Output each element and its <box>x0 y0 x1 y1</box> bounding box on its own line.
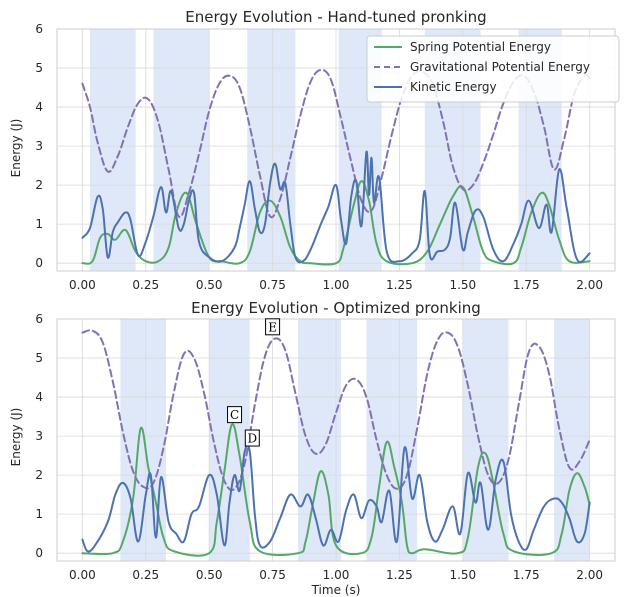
x-tick-label: 0.25 <box>132 278 159 292</box>
y-tick-label: 4 <box>35 100 43 114</box>
chart-title-optimized: Energy Evolution - Optimized pronking <box>191 299 481 317</box>
stance-region <box>554 319 590 561</box>
y-tick-label: 3 <box>35 429 43 443</box>
y-tick-label: 5 <box>35 61 43 75</box>
stance-region <box>297 319 342 561</box>
annotation-label: C <box>230 408 239 422</box>
x-tick-label: 0.75 <box>259 278 286 292</box>
y-tick-label: 0 <box>35 256 43 270</box>
x-tick-label: 2.00 <box>576 568 603 582</box>
annotation-box <box>244 429 260 447</box>
panel-optimized: Energy Evolution - Optimized pronking 0.… <box>9 299 616 597</box>
x-tick-label: 0.25 <box>132 568 159 582</box>
x-tick-label: 0.50 <box>196 568 223 582</box>
x-tick-label: 1.25 <box>386 278 413 292</box>
y-tick-label: 5 <box>35 351 43 365</box>
x-tick-label: 1.50 <box>449 278 476 292</box>
x-tick-label: 0.50 <box>196 278 223 292</box>
annotation-label: D <box>247 432 257 446</box>
x-axis-label: Time (s) <box>311 583 361 597</box>
x-tick-label: 1.00 <box>323 278 350 292</box>
x-tick-label: 2.00 <box>576 278 603 292</box>
x-tick-label: 1.00 <box>323 568 350 582</box>
x-tick-label: 1.75 <box>513 278 540 292</box>
y-tick-label: 1 <box>35 217 43 231</box>
x-tick-label: 0.00 <box>69 568 96 582</box>
series-line-kinetic <box>81 150 591 264</box>
annotation-box <box>265 318 281 336</box>
panel-hand-tuned: Energy Evolution - Hand-tuned pronking 0… <box>9 8 620 292</box>
chart-title-hand-tuned: Energy Evolution - Hand-tuned pronking <box>185 8 486 26</box>
y-tick-label: 2 <box>35 178 43 192</box>
y-axis-label-optimized: Energy (J) <box>9 408 23 467</box>
x-tick-label: 0.75 <box>259 568 286 582</box>
y-tick-label: 2 <box>35 468 43 482</box>
legend-label-gravitational: Gravitational Potential Energy <box>410 60 590 74</box>
x-tick-label: 1.25 <box>386 568 413 582</box>
y-tick-label: 1 <box>35 507 43 521</box>
annotation-label: E <box>268 320 277 334</box>
x-tick-label: 0.00 <box>69 278 96 292</box>
plot-frame <box>56 318 616 562</box>
y-tick-label: 3 <box>35 139 43 153</box>
series-line-spring <box>81 180 591 266</box>
legend-label-spring: Spring Potential Energy <box>410 40 551 54</box>
legend-box <box>366 35 620 103</box>
y-tick-label: 6 <box>35 312 43 326</box>
series-line-spring <box>81 423 591 557</box>
y-axis-label-hand-tuned: Energy (J) <box>9 119 23 178</box>
annotation-box <box>227 406 243 424</box>
x-tick-label: 1.50 <box>449 568 476 582</box>
x-tick-label: 1.75 <box>513 568 540 582</box>
series-line-kinetic <box>81 443 591 553</box>
legend: Spring Potential Energy Gravitational Po… <box>366 35 620 103</box>
y-tick-label: 0 <box>35 546 43 560</box>
legend-label-kinetic: Kinetic Energy <box>410 80 497 94</box>
y-tick-label: 6 <box>35 22 43 36</box>
plot-frame <box>56 28 616 272</box>
y-tick-label: 4 <box>35 390 43 404</box>
